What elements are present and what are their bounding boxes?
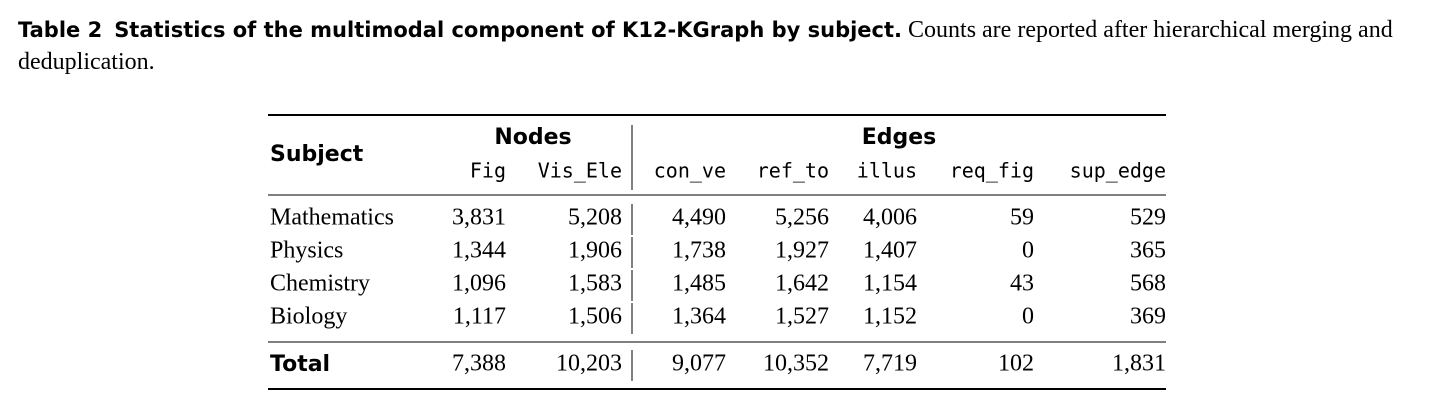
cell: 1,407 — [863, 238, 917, 264]
cell: 5,208 — [568, 205, 622, 231]
cell: 568 — [1130, 271, 1166, 297]
cell: 369 — [1130, 304, 1166, 330]
cell: 7,388 — [452, 351, 506, 377]
cell: 5,256 — [775, 205, 829, 231]
total-label: Total — [270, 352, 330, 377]
caption-title: Statistics of the multimodal component o… — [114, 18, 903, 42]
cell: 365 — [1130, 238, 1166, 264]
column-header: ref_to — [757, 159, 829, 183]
cell: 3,831 — [452, 205, 506, 231]
cell: 10,203 — [556, 351, 622, 377]
cell: 1,154 — [863, 271, 917, 297]
cell: 9,077 — [672, 351, 726, 377]
caption: Table 2 Statistics of the multimodal com… — [18, 14, 1433, 78]
cell: 59 — [1010, 205, 1034, 231]
cell: 4,006 — [863, 205, 917, 231]
cell: 1,738 — [672, 238, 726, 264]
group-header: Edges — [862, 125, 937, 150]
row-label: Mathematics — [270, 205, 394, 231]
cell: 1,506 — [568, 304, 622, 330]
cell: 1,583 — [568, 271, 622, 297]
row-label: Biology — [270, 304, 347, 330]
cell: 1,927 — [775, 238, 829, 264]
cell: 1,906 — [568, 238, 622, 264]
cell: 10,352 — [763, 351, 829, 377]
cell: 1,831 — [1112, 351, 1166, 377]
cell: 1,117 — [453, 304, 506, 330]
cell: 4,490 — [672, 205, 726, 231]
cell: 0 — [1022, 238, 1034, 264]
caption-text: Counts are reported after hierarchical m… — [18, 17, 1393, 75]
cell: 1,642 — [775, 271, 829, 297]
group-header: Nodes — [494, 125, 571, 150]
row-label: Chemistry — [270, 271, 370, 297]
caption-label: Table 2 — [18, 18, 103, 42]
cell: 1,364 — [672, 304, 726, 330]
column-header: Fig — [470, 159, 506, 183]
cell: 1,096 — [452, 271, 506, 297]
column-header: sup_edge — [1070, 159, 1166, 183]
cell: 1,344 — [452, 238, 506, 264]
column-header: Vis_Ele — [538, 159, 622, 183]
cell: 7,719 — [863, 351, 917, 377]
cell: 529 — [1130, 205, 1166, 231]
cell: 102 — [998, 351, 1034, 377]
stub-header: Subject — [270, 142, 364, 167]
cell: 1,152 — [863, 304, 917, 330]
column-header: req_fig — [950, 159, 1034, 183]
row-label: Physics — [270, 238, 343, 264]
cell: 1,485 — [672, 271, 726, 297]
cell: 0 — [1022, 304, 1034, 330]
cell: 1,527 — [775, 304, 829, 330]
cell: 43 — [1010, 271, 1034, 297]
column-header: con_ve — [654, 159, 726, 183]
column-header: illus — [857, 159, 917, 183]
